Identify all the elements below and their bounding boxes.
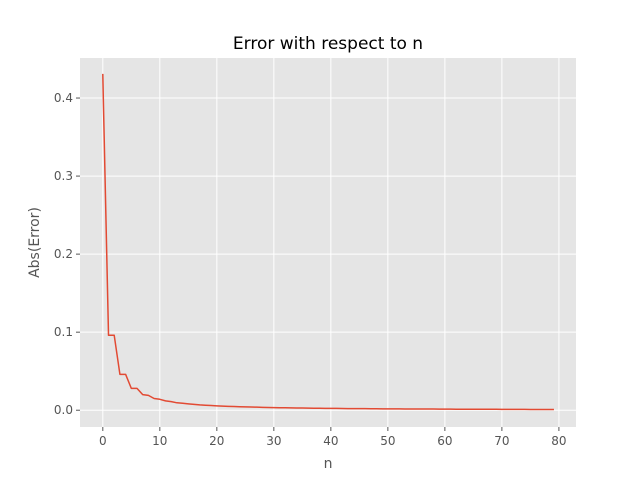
x-tick-label: 50 — [380, 434, 395, 448]
series-layer — [102, 73, 554, 411]
chart-title: Error with respect to n — [233, 34, 423, 54]
grid-lines — [80, 58, 576, 427]
x-tick-label: 60 — [437, 434, 452, 448]
x-tick-label: 10 — [152, 434, 167, 448]
x-tick-label: 70 — [494, 434, 509, 448]
axis-ticks: 0 10 20 30 40 50 60 70 80 0.0 0.1 0.2 0.3 0.4 — [54, 91, 567, 448]
series-line-0 — [102, 73, 554, 411]
x-tick-label: 20 — [209, 434, 224, 448]
y-tick-label: 0.4 — [54, 91, 73, 105]
y-tick-label: 0.2 — [54, 247, 73, 261]
y-tick-label: 0.0 — [54, 403, 73, 417]
x-tick-label: 80 — [551, 434, 566, 448]
y-tick-label: 0.3 — [54, 169, 73, 183]
y-axis-label: Abs(Error) — [27, 207, 43, 278]
x-tick-label: 0 — [99, 434, 107, 448]
x-tick-label: 30 — [266, 434, 281, 448]
x-axis-label: n — [324, 456, 333, 472]
y-tick-label: 0.1 — [54, 325, 73, 339]
plot-background — [80, 58, 576, 427]
x-tick-label: 40 — [323, 434, 338, 448]
